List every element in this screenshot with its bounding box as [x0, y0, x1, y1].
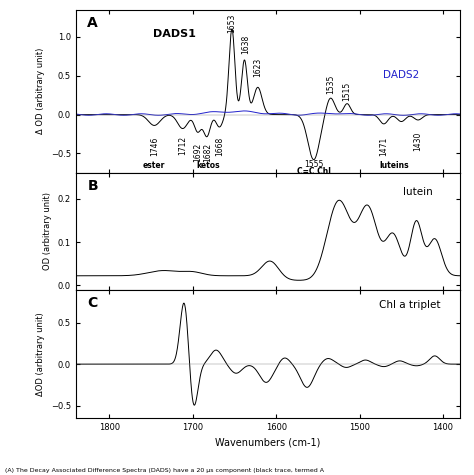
Text: 1471: 1471	[379, 136, 388, 156]
Text: 1535: 1535	[326, 74, 335, 94]
Y-axis label: Δ OD (arbitrary unit): Δ OD (arbitrary unit)	[36, 48, 46, 134]
Text: 1623: 1623	[253, 58, 262, 77]
Text: lutein: lutein	[403, 187, 433, 197]
Y-axis label: OD (arbitrary unit): OD (arbitrary unit)	[43, 192, 52, 270]
Text: 1668: 1668	[215, 136, 224, 156]
Y-axis label: ΔOD (arbitrary unit): ΔOD (arbitrary unit)	[36, 312, 46, 396]
Text: ester: ester	[143, 161, 165, 170]
Text: DADS1: DADS1	[153, 29, 195, 39]
Text: 1746: 1746	[150, 136, 159, 156]
Text: 1638: 1638	[241, 35, 250, 54]
Text: DADS2: DADS2	[383, 70, 419, 80]
Text: Chl a triplet: Chl a triplet	[379, 300, 440, 310]
Text: (A) The Decay Associated Difference Spectra (DADS) have a 20 μs component (black: (A) The Decay Associated Difference Spec…	[5, 467, 324, 473]
Text: 1430: 1430	[413, 132, 422, 151]
Text: 1692: 1692	[193, 142, 202, 162]
Text: 1555: 1555	[304, 160, 323, 169]
Text: B: B	[87, 179, 98, 193]
Text: ketos: ketos	[196, 161, 219, 170]
Text: 1515: 1515	[343, 82, 352, 101]
Text: A: A	[87, 16, 98, 30]
Text: 1712: 1712	[178, 136, 187, 155]
Text: luteins: luteins	[380, 161, 410, 170]
X-axis label: Wavenumbers (cm-1): Wavenumbers (cm-1)	[215, 437, 320, 447]
Text: C: C	[87, 296, 98, 310]
Text: C=C Chl: C=C Chl	[297, 168, 331, 176]
Text: 1682: 1682	[203, 142, 212, 162]
Text: 1653: 1653	[228, 13, 237, 33]
